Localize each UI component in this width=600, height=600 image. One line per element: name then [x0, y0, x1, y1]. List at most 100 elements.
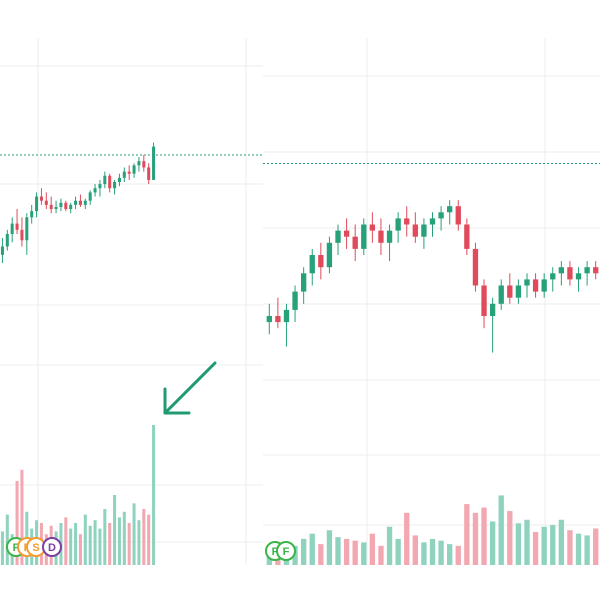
- candle-body: [593, 267, 599, 274]
- candle[interactable]: [98, 179, 102, 197]
- candle[interactable]: [0, 238, 4, 264]
- candle[interactable]: [122, 167, 126, 182]
- candle-body: [335, 230, 341, 243]
- candle-body: [147, 167, 151, 180]
- candle[interactable]: [550, 267, 556, 292]
- candle[interactable]: [378, 218, 384, 255]
- candle[interactable]: [507, 273, 513, 304]
- volume-bar: [584, 535, 590, 565]
- candle[interactable]: [455, 200, 461, 231]
- candle-body: [498, 285, 504, 304]
- candle[interactable]: [343, 218, 350, 249]
- candle[interactable]: [137, 157, 141, 172]
- candle[interactable]: [69, 202, 73, 214]
- candle[interactable]: [447, 200, 453, 225]
- candle[interactable]: [54, 200, 58, 214]
- candle[interactable]: [300, 267, 307, 304]
- candle[interactable]: [117, 173, 121, 187]
- candle[interactable]: [421, 218, 427, 249]
- candle[interactable]: [35, 192, 39, 218]
- candle[interactable]: [283, 303, 290, 347]
- candle[interactable]: [575, 267, 582, 292]
- candle[interactable]: [386, 224, 393, 262]
- candle[interactable]: [412, 212, 418, 243]
- candle[interactable]: [113, 179, 117, 195]
- candle-body: [489, 303, 496, 316]
- candle[interactable]: [558, 261, 565, 286]
- event-badge[interactable]: F: [276, 541, 296, 561]
- candle[interactable]: [15, 209, 19, 234]
- candle[interactable]: [44, 192, 48, 210]
- candle[interactable]: [326, 236, 333, 274]
- candle[interactable]: [318, 242, 324, 280]
- candle[interactable]: [64, 200, 68, 212]
- candle[interactable]: [429, 212, 436, 237]
- candle[interactable]: [532, 273, 539, 298]
- candle[interactable]: [59, 198, 63, 212]
- arrow-shaft: [163, 361, 217, 415]
- left-candlestick-chart[interactable]: FFSD: [0, 38, 263, 565]
- candle[interactable]: [309, 248, 315, 286]
- left-chart-panel[interactable]: FFSD: [0, 38, 263, 565]
- candle[interactable]: [103, 171, 107, 189]
- candle[interactable]: [292, 285, 298, 323]
- candle[interactable]: [78, 194, 82, 207]
- candle[interactable]: [266, 303, 272, 335]
- candle[interactable]: [541, 273, 547, 298]
- candle[interactable]: [5, 229, 9, 251]
- candle[interactable]: [20, 217, 24, 247]
- candle[interactable]: [524, 273, 530, 298]
- candle-body: [98, 184, 102, 189]
- candle-body: [541, 279, 547, 292]
- candle[interactable]: [369, 212, 376, 243]
- candle[interactable]: [481, 279, 487, 329]
- candle[interactable]: [93, 184, 97, 197]
- candle-body: [550, 273, 556, 280]
- candle[interactable]: [88, 190, 92, 205]
- candle[interactable]: [404, 206, 410, 237]
- volume-bar: [20, 469, 24, 565]
- badge-circle: [276, 541, 296, 561]
- candle-body: [54, 206, 58, 210]
- candle[interactable]: [593, 261, 599, 280]
- candle[interactable]: [352, 224, 358, 262]
- candle[interactable]: [515, 279, 522, 304]
- candle[interactable]: [584, 261, 590, 286]
- candle-body: [88, 192, 92, 201]
- candle[interactable]: [108, 173, 112, 193]
- volume-bar: [74, 523, 78, 565]
- candle[interactable]: [335, 224, 341, 256]
- candle[interactable]: [438, 206, 444, 231]
- candle[interactable]: [83, 198, 87, 210]
- candle[interactable]: [147, 163, 151, 185]
- candle[interactable]: [567, 261, 573, 286]
- volume-bar: [447, 544, 453, 565]
- candle[interactable]: [152, 142, 156, 180]
- candle[interactable]: [498, 279, 504, 310]
- volume-bar: [69, 528, 73, 565]
- candle[interactable]: [39, 188, 43, 205]
- candle[interactable]: [489, 297, 496, 353]
- candle[interactable]: [361, 218, 367, 255]
- candle[interactable]: [127, 165, 131, 180]
- candle[interactable]: [142, 154, 146, 172]
- candle[interactable]: [395, 212, 401, 243]
- candle[interactable]: [464, 218, 470, 255]
- volume-bar: [567, 530, 573, 565]
- candle-body: [103, 175, 107, 185]
- candle[interactable]: [74, 196, 78, 210]
- volume-bar: [558, 519, 565, 565]
- candle[interactable]: [30, 204, 34, 224]
- candle[interactable]: [49, 196, 53, 214]
- volume-bar: [343, 538, 350, 565]
- candle-body: [584, 267, 590, 274]
- candle[interactable]: [132, 163, 136, 178]
- candle[interactable]: [25, 213, 29, 255]
- candle[interactable]: [10, 217, 14, 243]
- volume-bar: [378, 545, 384, 565]
- candle[interactable]: [275, 297, 281, 329]
- candle[interactable]: [472, 242, 479, 292]
- event-badge[interactable]: D: [42, 537, 62, 557]
